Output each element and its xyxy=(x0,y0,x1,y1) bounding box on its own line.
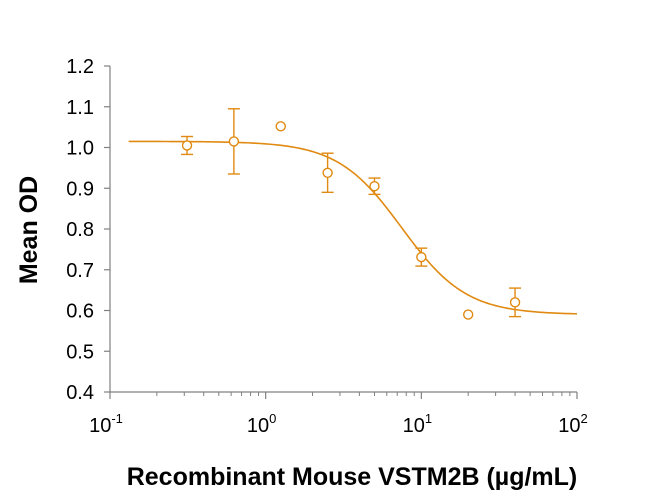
x-tick-exponent: 0 xyxy=(269,411,276,426)
data-point xyxy=(275,121,286,132)
y-axis-title: Mean OD xyxy=(15,176,43,284)
x-tick-label: 100 xyxy=(247,411,276,437)
x-axis-title: Recombinant Mouse VSTM2B (µg/mL) xyxy=(127,463,578,491)
y-tick-label: 1.0 xyxy=(66,138,94,160)
data-point xyxy=(322,167,333,178)
y-ticks: 0.4 0.5 0.6 0.7 0.8 0.9 1.0 1.1 1.2 xyxy=(66,56,110,404)
x-tick-label: 10-1 xyxy=(89,411,123,437)
data-point xyxy=(416,251,427,263)
data-point xyxy=(369,181,380,192)
x-tick-exponent: 2 xyxy=(581,411,588,426)
x-ticks: 10-1 100 101 102 xyxy=(89,392,588,437)
data-point xyxy=(181,140,193,151)
x-tick-exponent: 1 xyxy=(425,411,432,426)
x-tick-base: 10 xyxy=(89,415,111,437)
y-tick-label: 0.6 xyxy=(66,301,94,323)
x-tick-base: 10 xyxy=(403,415,425,437)
x-tick-label: 101 xyxy=(403,411,432,437)
data-point xyxy=(462,309,474,320)
fit-curve xyxy=(128,140,578,315)
x-tick-label: 102 xyxy=(558,411,587,437)
data-point xyxy=(509,297,521,308)
data-markers xyxy=(181,108,522,320)
y-tick-label: 0.5 xyxy=(66,341,94,363)
y-tick-label: 0.7 xyxy=(66,260,94,282)
x-tick-base: 10 xyxy=(558,415,580,437)
x-tick-exponent: -1 xyxy=(111,411,123,426)
data-point xyxy=(228,136,240,147)
x-tick-base: 10 xyxy=(247,415,269,437)
y-tick-label: 0.8 xyxy=(66,219,94,241)
y-tick-label: 0.9 xyxy=(66,178,94,200)
y-tick-label: 1.2 xyxy=(66,56,94,78)
y-tick-label: 0.4 xyxy=(66,382,94,404)
y-tick-label: 1.1 xyxy=(66,97,94,119)
axes xyxy=(109,66,577,393)
